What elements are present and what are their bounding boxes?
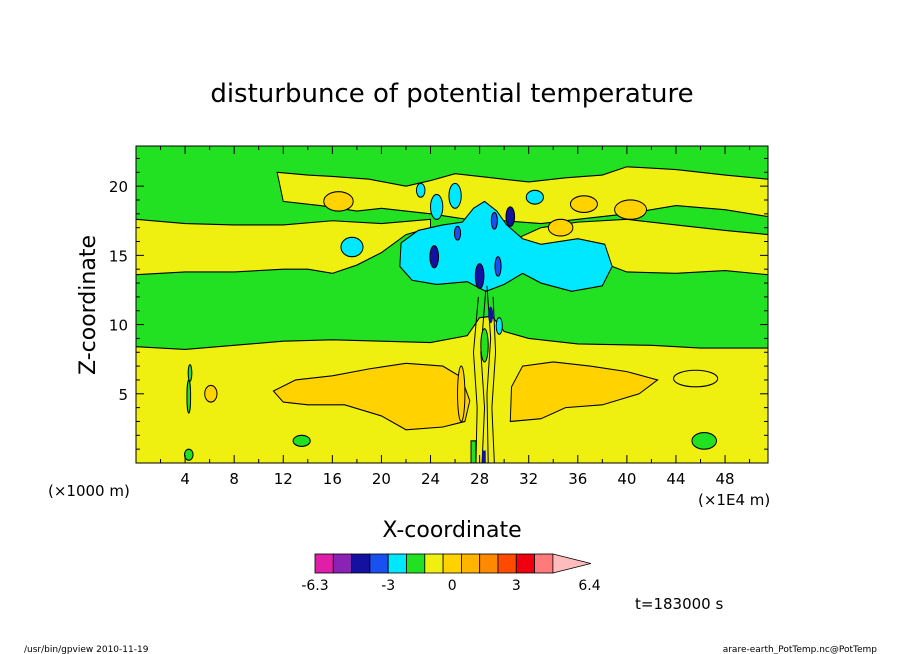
region-cyan-upper-c — [525, 189, 544, 205]
region-cyan-upper-a — [430, 193, 444, 220]
x-tick-label-8: 36 — [568, 470, 587, 488]
region-green-low-right — [691, 431, 717, 450]
stalk-blue — [482, 450, 486, 463]
region-yellow-right-small — [673, 369, 719, 388]
region-orange-upper-a — [323, 191, 354, 212]
x-tick-label-2: 12 — [274, 470, 293, 488]
x-tick-label-4: 20 — [372, 470, 391, 488]
y-tick-label-2: 15 — [109, 247, 128, 265]
region-orange-upper-c — [614, 199, 648, 220]
region-blue-e — [490, 211, 498, 230]
colorbar-box-10 — [497, 553, 517, 574]
colorbar-box-3 — [369, 553, 389, 574]
x-tick-label-1: 8 — [229, 470, 239, 488]
region-cyan-upper-b — [448, 182, 462, 209]
region-orange-right — [509, 361, 659, 423]
x-tick-label-7: 32 — [519, 470, 538, 488]
colorbar-box-2 — [351, 553, 371, 574]
x-tick-label-5: 24 — [421, 470, 440, 488]
x-unit-right: (×1E4 m) — [698, 491, 770, 509]
x-tick-label-9: 40 — [617, 470, 636, 488]
region-green-x4-a — [186, 379, 192, 414]
colorbar-box-0 — [314, 553, 334, 574]
region-green-x4-b — [183, 448, 194, 461]
region-blue-a — [429, 245, 439, 269]
region-orange-upper-b — [569, 195, 598, 213]
region-cyan-left — [340, 236, 364, 258]
region-orange-upper-d — [547, 218, 574, 237]
colorbar-tick-label-0: -6.3 — [301, 578, 328, 594]
region-blue-c — [494, 256, 502, 277]
region-cyan-plume — [399, 200, 613, 292]
time-label: t=183000 s — [635, 595, 723, 613]
colorbar-box-8 — [460, 553, 481, 574]
stalk-orange-mid — [457, 365, 466, 423]
stalk-green — [470, 440, 477, 463]
colorbar-tick-label-2: 0 — [448, 578, 457, 594]
region-green-x4-c — [187, 364, 193, 382]
region-cyan-upper-d — [415, 182, 426, 198]
x-axis: 4 8 12 16 20 24 28 32 36 40 44 48 — [160, 146, 751, 488]
stalk-blue-mid — [488, 306, 494, 324]
colorbar-box-4 — [387, 553, 407, 574]
stalk-green-mid — [480, 328, 489, 363]
chart-title: disturbunce of potential temperature — [210, 79, 693, 109]
colorbar-tick-label-1: -3 — [381, 578, 395, 594]
y-tick-label-3: 20 — [109, 178, 128, 196]
colorbar-box-11 — [515, 553, 535, 574]
y-tick-label-1: 10 — [109, 317, 128, 335]
colorbar-extension — [552, 553, 591, 574]
x-tick-label-6: 28 — [470, 470, 489, 488]
y-axis: 5 10 15 20 — [109, 157, 768, 450]
colorbar-box-1 — [332, 553, 352, 574]
region-blue-b — [474, 263, 485, 290]
colorbar-box-7 — [442, 553, 462, 574]
colorbar-box-6 — [424, 553, 444, 574]
footer-right: arare-earth_PotTemp.nc@PotTemp — [723, 645, 878, 654]
x-tick-label-0: 4 — [180, 470, 190, 488]
region-orange-x6 — [204, 384, 218, 403]
stalk-cyan-mid — [495, 317, 503, 335]
x-unit-left: (×1000 m) — [48, 482, 130, 500]
x-tick-label-3: 16 — [323, 470, 342, 488]
region-orange-left — [272, 362, 471, 431]
colorbar-box-12 — [534, 553, 554, 574]
colorbar: -6.3 -3 0 3 6.4 — [301, 553, 601, 594]
stalk-contours — [472, 285, 497, 463]
y-axis-label: Z-coordinate — [76, 235, 101, 375]
colorbar-box-9 — [479, 553, 499, 574]
region-blue-f — [453, 225, 462, 241]
y-tick-label-0: 5 — [118, 386, 128, 404]
colorbar-tick-label-3: 3 — [512, 578, 521, 594]
footer-left: /usr/bin/gpview 2010-11-19 — [24, 645, 149, 654]
x-tick-label-10: 44 — [666, 470, 685, 488]
colorbar-box-5 — [406, 553, 426, 574]
colorbar-tick-label-4: 6.4 — [578, 578, 600, 594]
plot-frame — [135, 145, 769, 464]
x-axis-label: X-coordinate — [382, 518, 521, 543]
region-blue-d — [505, 206, 516, 227]
contour-plot — [136, 146, 768, 463]
region-green-low-left — [292, 434, 311, 447]
x-tick-label-11: 48 — [716, 470, 735, 488]
